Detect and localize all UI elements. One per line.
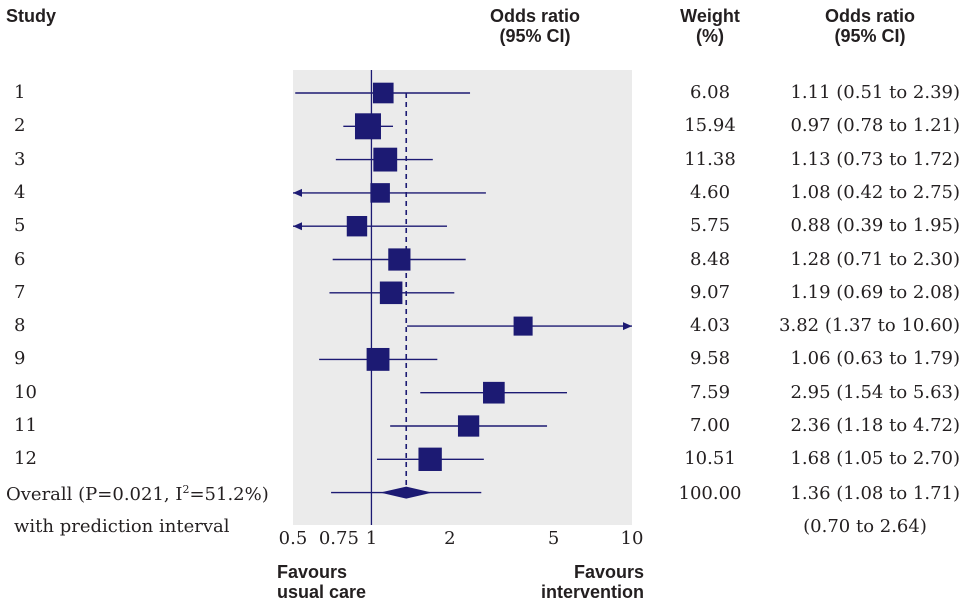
study-label-7: 7 xyxy=(14,281,26,303)
point-estimate-study-8 xyxy=(513,316,533,336)
point-estimate-study-12 xyxy=(418,447,442,471)
or-ci-study-6: 1.28 (0.71 to 2.30) xyxy=(790,248,960,270)
study-label-1: 1 xyxy=(14,82,26,103)
or-ci-study-1: 1.11 (0.51 to 2.39) xyxy=(790,82,960,103)
point-estimate-study-7 xyxy=(379,281,403,305)
favours-usual-care-label: Favours usual care xyxy=(277,562,366,602)
or-ci-study-10: 2.95 (1.54 to 5.63) xyxy=(790,381,960,403)
weight-header-line1: Weight xyxy=(680,6,740,26)
or-ci-study-2: 0.97 (0.78 to 1.21) xyxy=(790,115,960,137)
overall-label-superscript: 2 xyxy=(182,483,190,496)
weight-study-6: 8.48 xyxy=(689,248,731,270)
weight-column-header: Weight (%) xyxy=(655,6,765,46)
overall-label-suffix: =51.2%) xyxy=(189,484,269,505)
point-estimate-study-10 xyxy=(483,381,505,404)
study-label-12: 12 xyxy=(14,448,37,470)
overall-ci: 1.36 (1.08 to 1.71) xyxy=(790,483,960,504)
point-estimate-study-3 xyxy=(373,147,398,172)
odds-ratio-header-line2: (95% CI) xyxy=(499,26,571,46)
point-estimate-study-1 xyxy=(372,82,394,104)
point-estimate-study-6 xyxy=(388,248,411,271)
study-label-9: 9 xyxy=(14,348,26,370)
weight-study-8: 4.03 xyxy=(689,315,731,337)
point-estimate-study-2 xyxy=(354,113,381,140)
x-tick-label: 10 xyxy=(621,528,644,549)
x-tick-label: 0.5 xyxy=(279,528,308,549)
weight-header-line2: (%) xyxy=(696,26,724,46)
prediction-interval-ci: (0.70 to 2.64) xyxy=(803,516,927,537)
weight-study-2: 15.94 xyxy=(684,115,736,137)
or-ci-study-4: 1.08 (0.42 to 2.75) xyxy=(790,181,960,203)
favours-left-line1: Favours xyxy=(277,562,348,582)
study-label-4: 4 xyxy=(14,181,26,203)
favours-right-line2: intervention xyxy=(540,582,644,602)
study-column-header: Study xyxy=(6,6,57,26)
study-label-8: 8 xyxy=(14,315,26,337)
or-ci-study-3: 1.13 (0.73 to 1.72) xyxy=(790,148,960,170)
overall-label: Overall (P=0.021, I2=51.2%) xyxy=(6,483,269,505)
x-tick-label: 1 xyxy=(366,528,377,549)
x-tick-label: 5 xyxy=(548,528,559,549)
weight-study-11: 7.00 xyxy=(689,415,731,436)
or-ci-study-9: 1.06 (0.63 to 1.79) xyxy=(790,348,960,370)
study-label-6: 6 xyxy=(14,248,26,270)
weight-study-12: 10.51 xyxy=(684,448,736,470)
overall-weight: 100.00 xyxy=(678,483,742,504)
ci-arrow-left-study-4 xyxy=(293,188,302,197)
weight-study-1: 6.08 xyxy=(689,82,731,103)
favours-intervention-label: Favours intervention xyxy=(500,562,644,602)
study-label-3: 3 xyxy=(14,148,26,170)
point-estimate-study-9 xyxy=(366,347,390,371)
overall-diamond xyxy=(380,486,433,499)
ci-arrow-left-study-5 xyxy=(293,222,302,231)
or-ci-study-7: 1.19 (0.69 to 2.08) xyxy=(790,281,960,303)
plot-panel xyxy=(293,70,632,525)
weight-study-7: 9.07 xyxy=(689,281,731,303)
odds-ratio-header-line1: Odds ratio xyxy=(489,6,580,26)
study-label-2: 2 xyxy=(14,115,26,137)
weight-study-3: 11.38 xyxy=(684,148,736,170)
weight-study-5: 5.75 xyxy=(689,215,731,237)
x-tick-label: 2 xyxy=(444,528,455,549)
orci-header-line1: Odds ratio xyxy=(824,6,915,26)
study-label-5: 5 xyxy=(14,215,26,237)
prediction-interval-label: with prediction interval xyxy=(14,516,230,537)
orci-header-line2: (95% CI) xyxy=(834,26,906,46)
x-tick-label: 0.75 xyxy=(319,528,359,549)
or-ci-study-5: 0.88 (0.39 to 1.95) xyxy=(790,215,960,237)
weight-study-9: 9.58 xyxy=(689,348,731,370)
study-label-11: 11 xyxy=(14,415,37,436)
point-estimate-study-11 xyxy=(457,415,480,437)
study-label-10: 10 xyxy=(14,381,37,403)
favours-left-line2: usual care xyxy=(277,582,367,602)
or-ci-study-8: 3.82 (1.37 to 10.60) xyxy=(779,315,960,337)
odds-ratio-plot-header: Odds ratio (95% CI) xyxy=(455,6,615,46)
or-ci-study-11: 2.36 (1.18 to 4.72) xyxy=(790,415,960,436)
overall-label-prefix: Overall (P=0.021, I xyxy=(6,484,183,505)
weight-study-10: 7.59 xyxy=(689,381,731,403)
ci-arrow-right-study-8 xyxy=(623,322,632,331)
point-estimate-study-5 xyxy=(346,215,368,237)
favours-right-line1: Favours xyxy=(573,562,644,582)
point-estimate-study-4 xyxy=(370,183,390,203)
weight-study-4: 4.60 xyxy=(689,181,731,203)
odds-ratio-ci-column-header: Odds ratio (95% CI) xyxy=(790,6,950,46)
or-ci-study-12: 1.68 (1.05 to 2.70) xyxy=(790,448,960,470)
